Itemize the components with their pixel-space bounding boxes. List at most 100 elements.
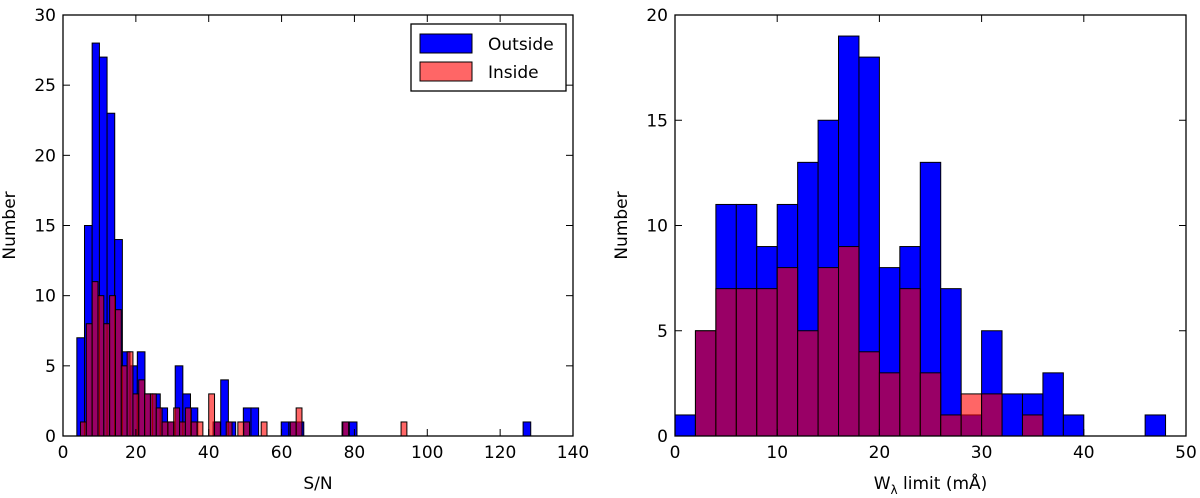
left-x-tick-label-4: 80 <box>344 443 366 463</box>
left-inside-bar-4 <box>103 323 111 437</box>
left-inside-bar-17 <box>179 421 186 437</box>
right-y-tick-label-4: 20 <box>646 6 668 26</box>
right-inside-bar-9 <box>878 372 901 437</box>
right-y-tick-label-1: 5 <box>657 322 668 342</box>
legend-swatch-outside <box>419 33 473 54</box>
right-x-tick-label-4: 40 <box>1073 443 1095 463</box>
right-y-tick-label-2: 10 <box>646 217 668 237</box>
left-inside-bar-3 <box>97 295 105 437</box>
right-outside-bar-18 <box>1042 372 1064 437</box>
right-inside-bar-3 <box>756 288 778 437</box>
left-x-tick-label-1: 20 <box>125 443 147 463</box>
legend: Outside Inside <box>410 23 567 92</box>
left-inside-bar-19 <box>190 421 198 437</box>
left-inside-bars <box>79 281 408 437</box>
left-inside-bar-11 <box>144 393 151 437</box>
left-inside-bar-5 <box>109 295 116 437</box>
left-x-tick-label-6: 120 <box>484 443 516 463</box>
left-inside-bar-6 <box>114 309 122 437</box>
right-x-tick-label-3: 30 <box>971 443 993 463</box>
left-histogram-panel: 0 20 40 60 80 100 120 140 0 5 10 15 20 25 30 S/N Numbe… <box>0 6 589 494</box>
right-y-tick-label-3: 15 <box>646 111 668 131</box>
right-x-axis-label-subscript: λ <box>891 483 898 497</box>
left-x-tick-label-3: 60 <box>271 443 293 463</box>
right-x-tick-label-0: 0 <box>670 443 681 463</box>
right-y-tick-label-0: 0 <box>657 427 668 447</box>
right-inside-bars <box>694 246 1044 437</box>
left-outside-bar-25 <box>348 421 358 437</box>
left-y-tick-label-6: 30 <box>34 6 56 26</box>
right-inside-bar-16 <box>1021 414 1044 437</box>
right-inside-bar-6 <box>817 267 840 437</box>
left-inside-bar-14 <box>161 421 169 437</box>
right-x-axis-label-main: W <box>874 474 891 494</box>
left-y-tick-label-0: 0 <box>45 427 56 447</box>
left-y-axis-label: Number <box>0 191 20 259</box>
right-outside-bar-19 <box>1062 414 1085 437</box>
right-inside-bar-0 <box>694 330 717 437</box>
left-inside-bar-21 <box>208 393 216 437</box>
left-inside-bar-8 <box>126 351 134 437</box>
left-outside-bar-26 <box>522 421 532 437</box>
left-inside-bar-13 <box>155 407 163 437</box>
left-inside-bar-0 <box>79 421 87 437</box>
left-outside-bars <box>76 42 532 437</box>
left-inside-bar-24 <box>237 421 245 437</box>
left-y-tick-label-2: 10 <box>34 287 56 307</box>
left-inside-bar-16 <box>173 407 181 437</box>
right-inside-bar-5 <box>797 330 819 437</box>
right-inside-bar-4 <box>776 267 799 437</box>
right-x-axis-label: Wλ limit (mÅ) <box>874 472 988 497</box>
left-x-tick-label-7: 140 <box>557 443 589 463</box>
left-inside-bar-18 <box>184 407 192 437</box>
left-axis-ticks: 0 20 40 60 80 100 120 140 0 5 10 15 20 25 30 <box>34 6 589 463</box>
right-inside-bar-13 <box>960 393 983 437</box>
right-histogram-panel: 0 10 20 30 40 50 0 5 10 15 20 Wλ limit (mÅ) Number <box>612 6 1197 497</box>
right-x-tick-label-2: 20 <box>869 443 891 463</box>
right-inside-bar-12 <box>940 414 962 437</box>
left-inside-bar-12 <box>149 393 157 437</box>
left-inside-bar-22 <box>214 421 221 437</box>
right-inside-bar-7 <box>838 246 860 437</box>
right-inside-bar-1 <box>715 288 737 437</box>
legend-swatch-inside <box>419 61 473 82</box>
right-x-tick-label-5: 50 <box>1175 443 1197 463</box>
left-inside-bar-25 <box>243 421 251 437</box>
right-outside-bar-0 <box>674 414 696 437</box>
left-inside-bar-30 <box>400 421 408 437</box>
left-inside-bar-23 <box>225 421 233 437</box>
left-inside-bar-7 <box>120 365 128 437</box>
left-inside-bar-15 <box>167 421 175 437</box>
left-outside-bar-21 <box>280 421 290 437</box>
left-x-tick-label-2: 40 <box>198 443 220 463</box>
left-inside-bar-28 <box>295 407 303 437</box>
right-outside-bar-13 <box>940 288 962 437</box>
right-inside-bar-10 <box>899 288 921 437</box>
left-outside-bar-0 <box>76 337 85 437</box>
left-inside-bar-2 <box>91 281 99 437</box>
left-y-tick-label-3: 15 <box>34 217 56 237</box>
left-inside-bar-10 <box>138 379 146 437</box>
right-inside-bar-2 <box>735 288 758 437</box>
left-y-tick-label-1: 5 <box>45 357 56 377</box>
right-x-tick-label-1: 10 <box>766 443 788 463</box>
right-inside-bar-14 <box>981 393 1003 437</box>
right-x-axis-label-rest: limit (mÅ) <box>898 472 988 494</box>
left-x-axis-label: S/N <box>303 474 332 494</box>
left-y-tick-label-5: 25 <box>34 76 56 96</box>
legend-label-inside: Inside <box>488 63 539 83</box>
right-outside-bar-23 <box>1144 414 1167 437</box>
left-x-tick-label-5: 100 <box>411 443 443 463</box>
left-inside-bar-29 <box>342 421 350 437</box>
left-inside-bar-20 <box>196 421 204 437</box>
legend-label-outside: Outside <box>488 35 554 55</box>
left-outside-bar-20 <box>250 407 260 437</box>
left-inside-bar-27 <box>289 421 297 437</box>
right-axis-ticks: 0 10 20 30 40 50 0 5 10 15 20 <box>646 6 1196 463</box>
right-y-axis-label: Number <box>612 191 632 259</box>
left-x-tick-label-0: 0 <box>58 443 69 463</box>
left-inside-bar-1 <box>85 323 93 437</box>
right-inside-bar-8 <box>858 351 880 437</box>
right-inside-bar-11 <box>919 372 942 437</box>
